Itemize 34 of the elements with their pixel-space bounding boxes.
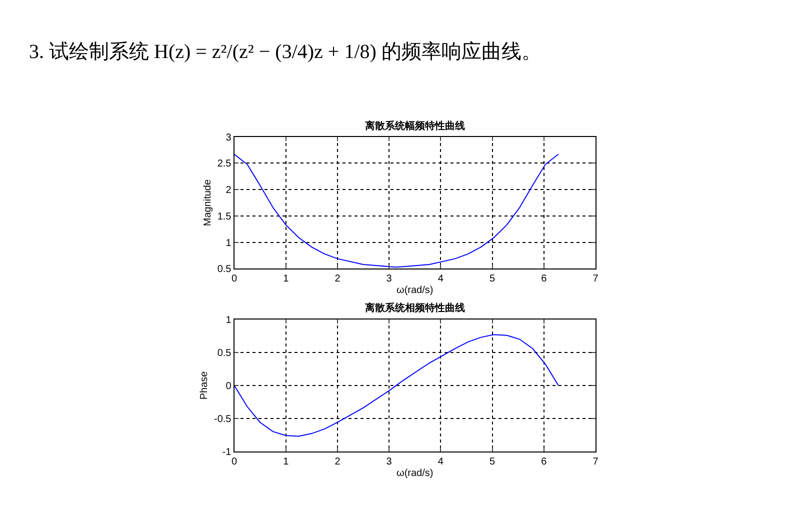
x-tick-label: 6 xyxy=(541,456,548,468)
x-tick-label: 2 xyxy=(334,274,341,285)
x-tick-label: 7 xyxy=(592,274,599,285)
x-tick-label: 4 xyxy=(438,456,444,468)
x-tick-label: 1 xyxy=(283,274,290,285)
y-tick-label: 3 xyxy=(226,132,232,144)
x-tick-label: 7 xyxy=(592,456,599,468)
text: 3. 试绘制系统 H(z) = z²/(z² − (3/4)z + 1/8) 的频率响应曲线。 xyxy=(29,41,542,63)
y-tick-label: 0 xyxy=(226,380,232,392)
x-axis-title: ω(rad/s) xyxy=(396,468,434,479)
y-axis-title: Magnitude xyxy=(202,178,214,226)
y-axis-title: Phase xyxy=(199,370,210,400)
y-tick-label: -0.5 xyxy=(214,414,232,425)
y-tick-label: 1.5 xyxy=(217,211,232,222)
x-tick-label: 1 xyxy=(283,456,290,468)
y-tick-label: 0.5 xyxy=(217,264,232,276)
y-tick-label: -1 xyxy=(222,446,232,458)
y-tick-label: 0.5 xyxy=(217,348,232,359)
x-tick-label: 3 xyxy=(386,456,392,468)
x-tick-label: 4 xyxy=(438,274,444,285)
x-tick-label: 5 xyxy=(490,274,496,285)
chart-title: 离散系统幅频特性曲线 xyxy=(364,120,465,132)
line-series xyxy=(234,334,559,437)
x-tick-label: 2 xyxy=(334,456,341,468)
x-tick-label: 6 xyxy=(541,274,548,285)
x-tick-label: 3 xyxy=(386,274,392,285)
y-tick-label: 2.5 xyxy=(217,158,232,170)
line-series xyxy=(234,154,559,268)
y-tick-label: 1 xyxy=(226,314,232,326)
x-axis-title: ω(rad/s) xyxy=(396,285,434,296)
x-tick-label: 5 xyxy=(490,456,496,468)
y-tick-label: 2 xyxy=(226,185,232,196)
y-tick-label: 1 xyxy=(226,238,232,249)
chart-title: 离散系统相频特性曲线 xyxy=(364,302,465,314)
